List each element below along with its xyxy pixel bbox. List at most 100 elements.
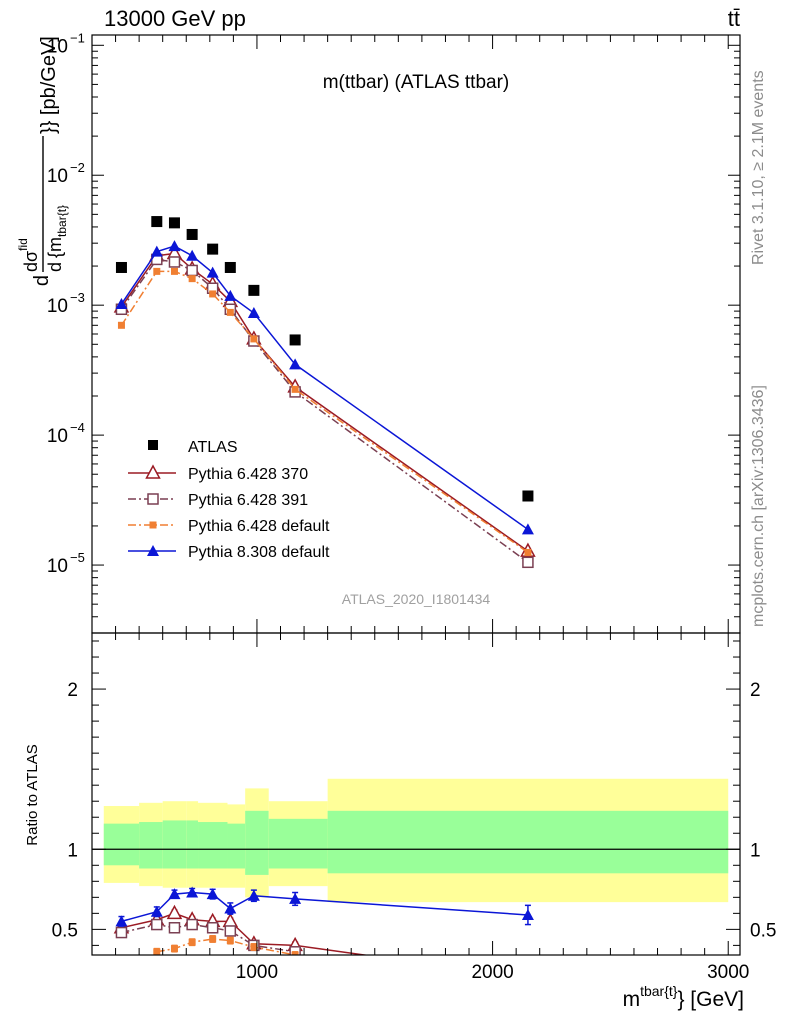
- data-point-pythia-6-428-391: [168, 256, 181, 268]
- y-tick-label-exponent: −3: [70, 290, 85, 305]
- data-point-pythia-6-428-391: [186, 264, 198, 277]
- ylabel-num-main: dσ: [21, 251, 41, 272]
- ratio-uncertainty-bands: [92, 778, 740, 903]
- x-tick-label: 3000: [707, 962, 749, 983]
- legend-entry-atlas: ATLAS: [148, 439, 238, 456]
- ratio-y-tick-label-right: 0.5: [750, 920, 776, 941]
- data-point-pythia-8-308-default: [521, 523, 534, 535]
- ratio-point-pythia-6-428-391: [151, 918, 163, 931]
- ylabel-units: }} [pb/GeV]: [38, 36, 60, 134]
- data-point-atlas: [115, 261, 127, 273]
- ratio-point-pythia-6-428-default: [291, 951, 299, 955]
- uncertainty-band-inner: [139, 822, 163, 869]
- ratio-point-pythia-6-428-default: [170, 945, 178, 953]
- uncertainty-band-inner: [245, 810, 269, 875]
- rivet-version-label: Rivet 3.1.10, ≥ 2.1M events: [750, 70, 767, 265]
- uncertainty-band-inner: [227, 823, 246, 869]
- legend-label-pythia6-default: Pythia 6.428 default: [188, 518, 330, 535]
- data-point-pythia-8-308-default: [206, 266, 219, 278]
- y-tick-label: 10: [47, 296, 68, 317]
- legend-label-pythia6-391: Pythia 6.428 391: [188, 492, 308, 509]
- data-point-pythia-6-428-default: [226, 308, 234, 316]
- y-tick-label: 10: [47, 166, 68, 187]
- ratio-point-pythia-6-428-default: [250, 943, 258, 951]
- data-point-pythia-6-428-default: [291, 385, 299, 393]
- ratio-series: [113, 886, 534, 955]
- series-atlas: [115, 216, 534, 502]
- ratio-point-pythia-8-308-default: [115, 915, 128, 927]
- ratio-point-pythia-8-308-default: [247, 889, 260, 901]
- legend-entry-pythia6-default: Pythia 6.428 default: [128, 518, 330, 535]
- data-point-atlas: [207, 243, 219, 255]
- ratio-y-tick-label: 2: [67, 680, 78, 701]
- ratio-series-clipped: [113, 886, 534, 955]
- data-point-pythia-6-428-default: [153, 267, 161, 275]
- uncertainty-band-inner: [103, 823, 140, 866]
- main-y-axis-label: d dσfid d {mtbar{t} }} [pb/GeV]: [16, 36, 69, 286]
- ratio-point-pythia-8-308-default: [186, 886, 199, 898]
- data-point-pythia-6-428-default: [117, 321, 125, 329]
- ylabel-den-sub: tbar{t}: [55, 205, 69, 237]
- header-right: tt̄: [728, 6, 740, 31]
- uncertainty-band-inner: [186, 820, 199, 869]
- ratio-point-pythia-6-428-391: [206, 922, 219, 934]
- legend-marker-pythia6-370: [145, 464, 161, 479]
- data-point-pythia-8-308-default: [115, 298, 128, 310]
- data-point-atlas: [168, 217, 180, 229]
- ylabel-denominator: d {mtbar{t}: [45, 205, 69, 272]
- ratio-point-pythia-6-428-default: [209, 935, 217, 943]
- uncertainty-band-inner: [198, 822, 228, 869]
- ratio-y-axis-label: Ratio to ATLAS: [24, 744, 41, 845]
- xlabel-end: } [GeV]: [677, 988, 744, 1011]
- data-point-pythia-6-428-default: [250, 335, 258, 343]
- ratio-series-pythia-8-308-default: [115, 886, 534, 927]
- y-tick-label-exponent: −2: [70, 160, 85, 175]
- legend: ATLAS Pythia 6.428 370 Pythia 6.428 391 …: [128, 439, 330, 561]
- y-tick-label: 10: [47, 556, 68, 577]
- ratio-plot-ticks: 0.5 0.5 1 1 2 2 1000 2000 3000: [52, 633, 776, 983]
- data-point-pythia-6-428-391: [522, 556, 534, 569]
- data-point-pythia-8-308-default: [224, 289, 237, 301]
- data-point-atlas: [289, 334, 301, 346]
- ratio-plot-frame: [91, 632, 741, 956]
- y-tick-label: 10: [47, 36, 68, 57]
- series-pythia-8-308-default: [115, 240, 534, 535]
- ratio-point-pythia-8-308-default: [224, 902, 237, 914]
- ratio-point-pythia-6-428-391: [186, 918, 198, 931]
- data-point-pythia-8-308-default: [168, 240, 181, 252]
- series-line-pythia-6-428-default: [120, 270, 529, 554]
- series-pythia-6-428-default: [117, 267, 532, 556]
- legend-label-pythia8-default: Pythia 8.308 default: [188, 544, 330, 561]
- data-point-pythia-8-308-default: [150, 245, 163, 257]
- legend-marker-atlas: [148, 440, 158, 450]
- xlabel-sup: tbar{t}: [640, 983, 678, 999]
- x-axis-label: mtbar{t}} [GeV]: [623, 983, 744, 1011]
- mcplots-label: mcplots.cern.ch [arXiv:1306.3436]: [750, 385, 767, 627]
- data-point-pythia-8-308-default: [186, 249, 199, 261]
- data-point-pythia-6-428-default: [209, 290, 217, 298]
- ratio-point-pythia-6-428-391: [168, 922, 181, 934]
- legend-label-atlas: ATLAS: [188, 439, 238, 456]
- data-point-pythia-6-428-default: [170, 267, 178, 275]
- ratio-point-pythia-6-428-default: [226, 937, 234, 945]
- ratio-plot-panel: 0.5 0.5 1 1 2 2 1000 2000 3000 Ratio to ATLAS mt…: [24, 632, 776, 1011]
- analysis-watermark: ATLAS_2020_I1801434: [342, 591, 491, 607]
- xlabel-main: m: [623, 988, 641, 1011]
- data-point-atlas: [151, 216, 163, 228]
- main-plot-panel: 10−110−210−310−410−5 m(ttbar) (ATLAS ttb…: [16, 30, 741, 634]
- ratio-point-pythia-8-308-default: [168, 888, 181, 900]
- legend-marker-pythia6-391: [147, 493, 159, 505]
- ratio-y-tick-label: 1: [67, 840, 78, 861]
- data-point-pythia-8-308-default: [289, 358, 302, 370]
- data-point-atlas: [186, 228, 198, 240]
- x-tick-label: 1000: [236, 962, 278, 983]
- legend-marker-pythia8-default: [147, 545, 159, 556]
- data-point-atlas: [224, 261, 236, 273]
- y-tick-label-exponent: −1: [70, 30, 85, 45]
- uncertainty-band-inner: [268, 818, 328, 869]
- data-point-pythia-8-308-default: [247, 307, 260, 319]
- ratio-point-pythia-6-428-391: [289, 946, 301, 955]
- legend-label-pythia6-370: Pythia 6.428 370: [188, 466, 308, 483]
- ratio-point-pythia-8-308-default: [150, 905, 163, 917]
